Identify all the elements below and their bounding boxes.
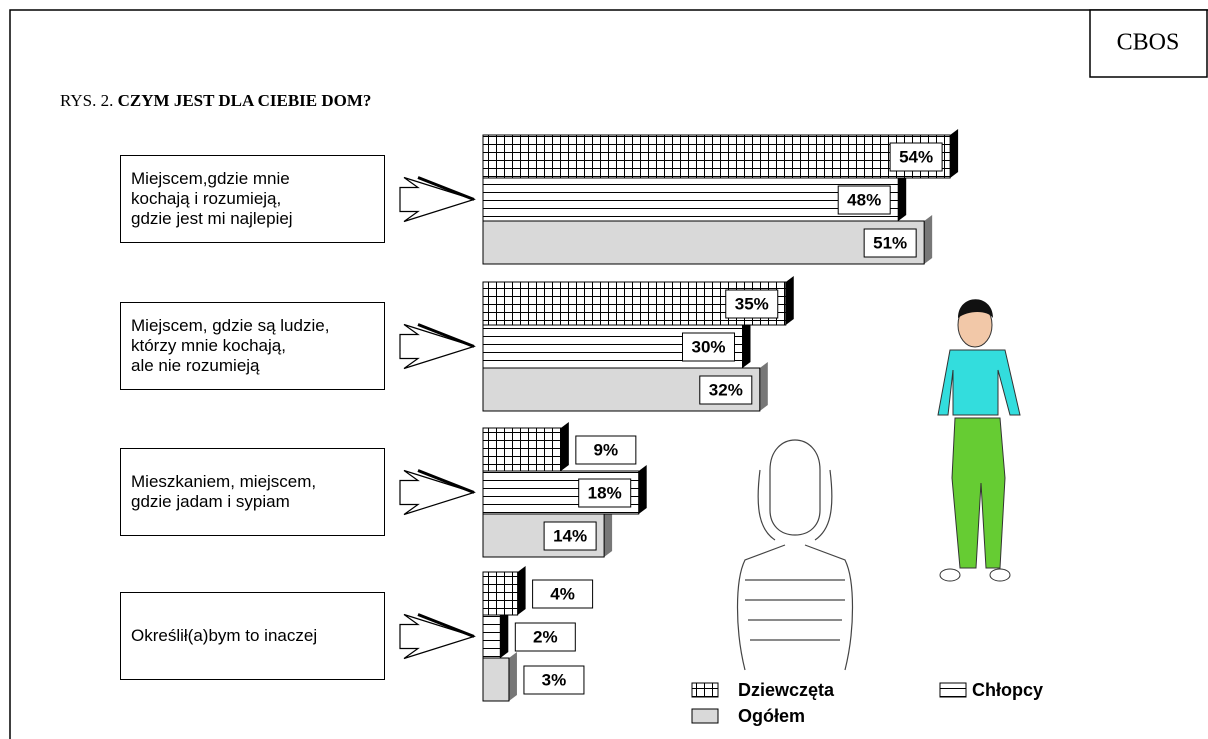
bar-depth	[898, 172, 907, 221]
arrow-shade	[417, 469, 475, 494]
bar-depth	[604, 508, 613, 557]
arrow-shade	[417, 323, 475, 348]
bar	[482, 220, 925, 265]
arrow	[399, 469, 477, 516]
value-label: 4%	[550, 584, 575, 603]
arrow	[399, 323, 477, 370]
value-label-box	[837, 185, 891, 215]
bar	[482, 571, 519, 616]
legend-label: Chłopcy	[972, 680, 1043, 700]
bar-depth	[759, 362, 768, 411]
legend-label: Dziewczęta	[738, 680, 835, 700]
bar	[482, 177, 899, 222]
value-label-box	[543, 521, 597, 551]
value-label-box	[699, 375, 753, 405]
bar	[482, 427, 562, 472]
category-box: Określił(a)bym to inaczej	[120, 591, 385, 680]
bar-depth	[560, 422, 569, 471]
legend-label: Ogółem	[738, 706, 805, 726]
value-label: 48%	[847, 190, 881, 209]
figure-label: RYS. 2.	[60, 91, 113, 110]
source-box	[1089, 9, 1208, 78]
category-label: Mieszkaniem, miejscem, gdzie jadam i syp…	[120, 447, 385, 536]
source: CBOS	[1117, 30, 1180, 56]
bar	[482, 134, 951, 179]
bar-depth	[508, 652, 517, 701]
category-box: Miejscem, gdzie są ludzie, którzy mnie k…	[120, 301, 385, 390]
value-label: 2%	[533, 627, 558, 646]
value-label: 14%	[553, 526, 587, 545]
bar	[482, 657, 510, 702]
bar-depth	[638, 465, 647, 514]
value-label-box	[514, 622, 576, 652]
category-label: Miejscem, gdzie są ludzie, którzy mnie k…	[120, 301, 385, 390]
category-label: Miejscem,gdzie mnie kochają i rozumieją,…	[120, 154, 385, 243]
value-label: 3%	[542, 670, 567, 689]
arrow	[399, 613, 477, 660]
value-label-box	[682, 332, 735, 362]
value-label-box	[532, 579, 594, 609]
chart-title: CZYM JEST DLA CIEBIE DOM?	[118, 91, 372, 110]
value-label: 32%	[709, 380, 743, 399]
title: RYS. 2. CZYM JEST DLA CIEBIE DOM?	[60, 91, 371, 110]
arrow	[399, 176, 477, 223]
bar-depth	[785, 276, 794, 325]
value-label: 35%	[735, 294, 769, 313]
bar-depth	[924, 215, 933, 264]
bar-depth	[742, 319, 751, 368]
value-label: 18%	[588, 483, 622, 502]
arrow-shade	[417, 613, 475, 638]
arrow-shade	[417, 176, 475, 201]
value-label: 51%	[873, 233, 907, 252]
bar-depth	[950, 129, 959, 178]
girl-figure	[736, 439, 854, 671]
value-label-box	[523, 665, 585, 695]
value-label-box	[725, 289, 779, 319]
value-label-box	[863, 228, 917, 258]
value-label: 54%	[899, 147, 933, 166]
bar-depth	[500, 609, 509, 658]
frame	[9, 9, 1208, 739]
value-label: 9%	[594, 440, 619, 459]
legend-swatch	[691, 708, 719, 724]
bar-depth	[517, 566, 526, 615]
value-label: 30%	[691, 337, 725, 356]
bar	[482, 614, 501, 659]
value-label-box	[889, 142, 943, 172]
boy-figure	[937, 299, 1021, 582]
category-label: Określił(a)bym to inaczej	[120, 591, 385, 680]
legend-swatch	[939, 682, 967, 698]
value-label-box	[578, 478, 632, 508]
category-box: Mieszkaniem, miejscem, gdzie jadam i syp…	[120, 447, 385, 536]
value-label-box	[575, 435, 637, 465]
legend-swatch	[691, 682, 719, 698]
category-box: Miejscem,gdzie mnie kochają i rozumieją,…	[120, 154, 385, 243]
